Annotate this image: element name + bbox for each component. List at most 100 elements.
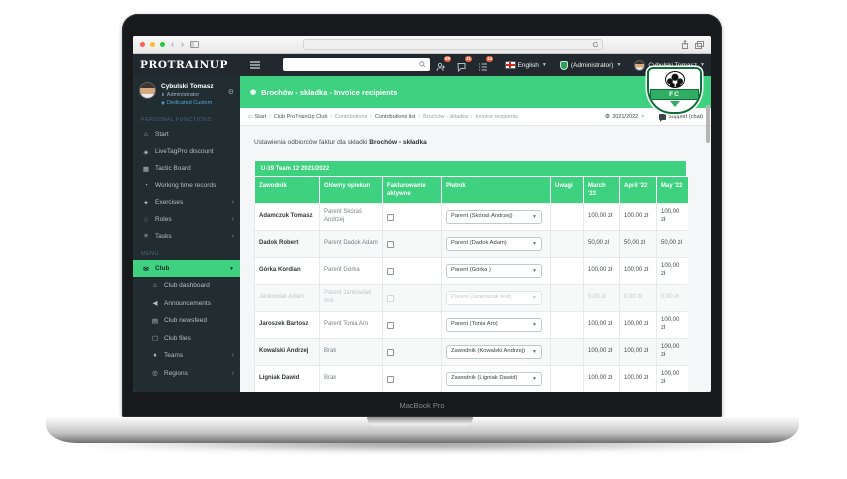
march-amount-cell: 50,00 zł (584, 231, 619, 258)
support-chat-link[interactable]: Support (chat) (659, 113, 703, 122)
files-icon: ▢ (151, 335, 159, 343)
april-amount-cell: 100,00 zł (620, 258, 656, 285)
may-amount-cell: 100,00 zł (657, 204, 688, 231)
sidebar-item-livetagpro-discount[interactable]: ◈ LiveTagPro discount (143, 148, 214, 156)
user-menu[interactable]: Cybulski Tomasz ▼ (634, 59, 705, 71)
player-name-cell: Kowalski Andrzej (255, 339, 319, 366)
sidebar-item-roles[interactable]: ♢ Roles › (143, 216, 234, 224)
roles-icon: ♢ (143, 216, 149, 224)
march-amount-cell: 100,00 zł (584, 204, 619, 231)
table-body: Adamczuk Tomasz Parent Skóraś Andrzej Pare… (254, 203, 688, 392)
sidebar-item-announcements[interactable]: ◀ Announcements (152, 299, 211, 308)
club-crest-mini-icon (559, 60, 568, 70)
breadcrumb-item[interactable]: Contributions list (374, 113, 416, 120)
breadcrumb-item[interactable]: Start (254, 113, 267, 120)
search-icon[interactable] (419, 61, 426, 68)
minimize-window-button[interactable] (150, 42, 155, 47)
sidebar-menu-items: ✉ Club ▼ ⌂ Club dashboard ◀ Announcements ▤ Club… (133, 260, 240, 382)
table-row: Adamczuk Tomasz Parent Skóraś Andrzej Pare… (255, 204, 688, 231)
sidebar-item-working-time-records[interactable]: ◔ Working time records (133, 177, 240, 194)
chevron-down-icon: ▼ (532, 267, 537, 274)
tabs-icon[interactable] (695, 40, 704, 49)
chevron-down-icon: ▼ (616, 62, 622, 68)
user-plan-link[interactable]: ◉ Dedicated Custom (161, 100, 213, 106)
global-search[interactable] (283, 58, 430, 71)
payer-select[interactable]: Parent (Tonia Aro) ▼ (446, 318, 542, 333)
column-header: April '22 (620, 177, 656, 204)
language-selector[interactable]: English ▼ (505, 62, 547, 69)
home-icon[interactable]: ⌂ (248, 113, 252, 120)
payer-select[interactable]: Parent (Dadok Adam) ▼ (446, 237, 542, 252)
payer-select[interactable]: Parent (Skóraś Andrzej) ▼ (446, 210, 542, 225)
browser-forward-button[interactable]: › (181, 39, 184, 49)
home-icon: ⌂ (144, 131, 148, 138)
march-amount-cell: 0,00 zł (584, 285, 619, 312)
announcements-icon: ◀ (152, 300, 158, 308)
sidebar-item-exercises[interactable]: ✦ Exercises › (143, 199, 234, 207)
tasks-icon[interactable]: 14 (478, 56, 493, 71)
table-row: Ligniak Dawid Brak Zawodnik (Ligniak Dawid… (255, 366, 688, 392)
invoicing-checkbox[interactable] (387, 213, 394, 221)
avatar (139, 82, 156, 99)
payer-select[interactable]: Parent (Jankowiak test) ▼ (446, 291, 542, 306)
sidebar-item-tactic-board[interactable]: ▦ Tactic Board (142, 165, 191, 173)
app-logo[interactable]: PROTRAINUP (140, 59, 229, 71)
player-name-cell: Dadok Robert (255, 231, 319, 258)
sidebar-item-club-newsfeed[interactable]: ▤ Club newsfeed (151, 317, 207, 325)
invoicing-checkbox[interactable] (387, 240, 394, 248)
close-window-button[interactable] (140, 42, 145, 47)
sidebar-user-panel: Cybulski Tomasz ⬇ Administrator ◉ Dedicate… (133, 76, 240, 111)
page-scrollbar[interactable] (706, 105, 710, 143)
season-selector[interactable]: ⚙ 2021/2022 ▼ (604, 113, 646, 121)
gear-icon: ⚙ (604, 114, 611, 120)
role-selector[interactable]: (Administrator) ▼ (559, 60, 622, 70)
club-crest: FC (647, 67, 702, 114)
breadcrumb-item: Invoice recipients (475, 113, 519, 120)
notes-cell (551, 285, 583, 312)
sidebar-item-regions[interactable]: ◎ Regions › (152, 369, 234, 378)
payer-select[interactable]: Parent (Górka ) ▼ (446, 264, 542, 279)
hamburger-menu-icon[interactable] (250, 61, 260, 69)
chevron-down-icon: ▼ (532, 240, 537, 247)
notes-cell (551, 339, 583, 366)
members-icon[interactable]: 69 (436, 56, 451, 72)
invoicing-checkbox[interactable] (387, 375, 394, 383)
reload-icon[interactable] (592, 41, 599, 48)
invoicing-checkbox[interactable] (387, 267, 394, 275)
invoicing-checkbox[interactable] (387, 321, 394, 329)
sidebar-item-start[interactable]: ⌂ Start (133, 126, 240, 143)
table-row: Jaroszek Bartosz Parent Tonia Aro Parent (… (255, 312, 688, 339)
share-icon[interactable] (681, 40, 689, 49)
browser-back-button[interactable]: ‹ (171, 39, 174, 49)
breadcrumb-separator: / (269, 113, 271, 120)
sidebar-item-club[interactable]: ✉ Club ▼ (133, 260, 240, 277)
breadcrumb-item[interactable]: Club ProTrainUp Club (273, 113, 328, 120)
breadcrumb-separator: / (471, 113, 473, 120)
invoicing-cell (383, 366, 441, 392)
sidebar-toggle-icon[interactable] (190, 41, 199, 48)
payer-select[interactable]: Zawodnik (Ligniak Dawid) ▼ (446, 372, 542, 387)
sidebar-item-tasks[interactable]: ≡ Tasks › (133, 228, 240, 245)
crest-banner: FC (650, 89, 699, 100)
april-amount-cell: 100,00 zł (620, 204, 656, 231)
gear-icon[interactable]: ⚙ (227, 89, 234, 96)
sidebar-item-teams[interactable]: ♦ Teams › (133, 347, 240, 365)
chevron-down-icon: ▼ (532, 213, 537, 220)
zoom-window-button[interactable] (160, 42, 165, 47)
may-amount-cell: 100,00 zł (657, 312, 688, 339)
column-header: March '22 (584, 177, 619, 204)
sidebar-item-club-dashboard[interactable]: ⌂ Club dashboard (133, 277, 240, 295)
column-header: Fakturowanie aktywne (383, 177, 441, 204)
regions-icon: ◎ (152, 370, 158, 378)
payer-select[interactable]: Zawodnik (Kowalski Andrzej) ▼ (446, 345, 542, 360)
chevron-right-icon: › (231, 199, 234, 206)
table-row: Górka Kordian Parent Górka Parent (Górka )… (255, 258, 688, 285)
search-input[interactable] (287, 61, 419, 68)
invoicing-checkbox[interactable] (387, 294, 394, 302)
column-header: Główny opiekun (320, 177, 382, 204)
messages-icon[interactable]: 31 (457, 56, 472, 73)
invoicing-checkbox[interactable] (387, 348, 394, 356)
sidebar-item-club-files[interactable]: ▢ Club files (151, 334, 191, 343)
address-bar[interactable] (303, 39, 603, 50)
invoicing-cell (383, 258, 441, 285)
